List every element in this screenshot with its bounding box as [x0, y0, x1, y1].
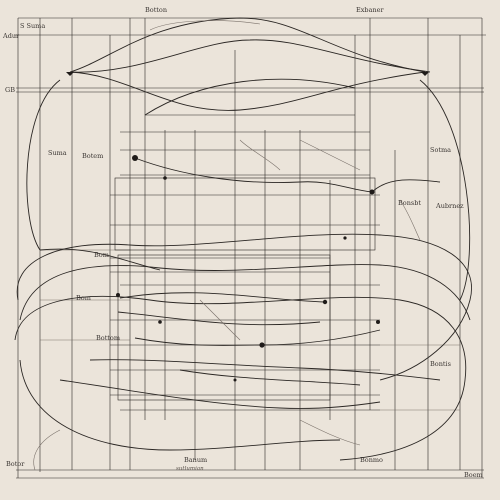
node-dot: [376, 320, 380, 324]
text-labels: Botton Exbaner S Suma Adur GB Suma Botem…: [2, 6, 483, 479]
label-right-2: Bonsbt: [398, 199, 421, 207]
label-right-5: Boem: [464, 471, 483, 479]
label-left-8: Bottom: [96, 334, 120, 342]
label-top-right: Exbaner: [356, 6, 384, 14]
horizontal-grid: [40, 114, 460, 411]
label-right-4: Bontis: [430, 360, 451, 368]
label-bottom-note: sutlumian: [176, 466, 204, 472]
node-dot: [132, 155, 138, 161]
node-dot: [163, 176, 167, 180]
label-bottom-left: Banum: [184, 456, 207, 464]
label-bottom-right: Bonmo: [360, 456, 383, 464]
label-left-9: Botor: [6, 460, 25, 468]
label-right-3: Aubrnez: [435, 202, 464, 210]
label-left-7: Bom: [76, 294, 91, 302]
node-marker: [421, 72, 429, 76]
node-dot: [158, 320, 162, 324]
label-top-left: Botton: [145, 6, 167, 14]
node-dot: [322, 299, 328, 305]
node-dot: [116, 293, 120, 297]
node-marker: [66, 72, 74, 76]
vertical-grid: [39, 18, 461, 472]
node-dot: [259, 342, 265, 348]
node-dot: [233, 378, 237, 382]
label-right-1: Sotma: [430, 146, 451, 154]
label-left-6: Bom: [94, 251, 109, 259]
node-dot: [369, 189, 375, 195]
label-left-5: Botem: [82, 152, 103, 160]
label-left-2: Adur: [2, 32, 20, 40]
label-left-3: GB: [5, 86, 15, 94]
label-left-4: Suma: [48, 149, 67, 157]
node-dot: [343, 236, 347, 240]
label-left-1: S Suma: [20, 22, 45, 30]
node-points: [66, 72, 429, 382]
flow-curves: [14, 17, 472, 471]
frame-lines: [14, 17, 486, 479]
